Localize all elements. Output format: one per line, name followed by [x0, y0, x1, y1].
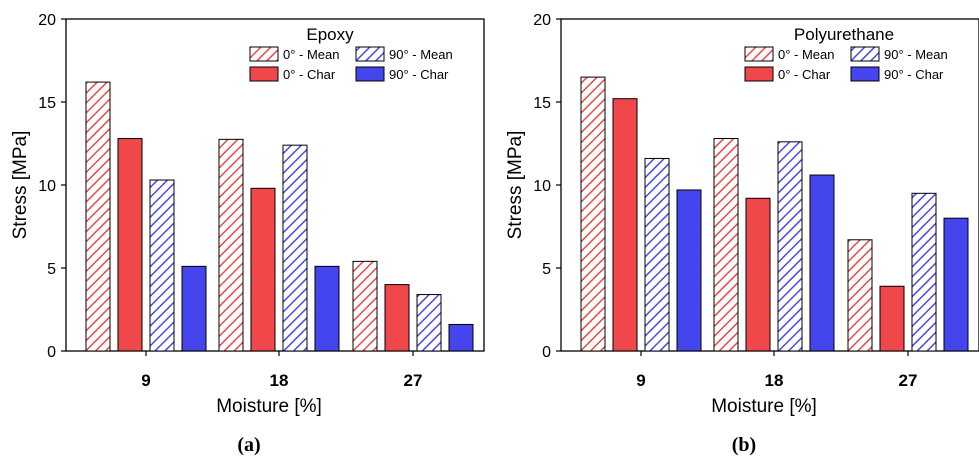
chart-title: Epoxy	[306, 25, 354, 44]
legend-swatch	[249, 66, 279, 82]
bar-90-mean-27	[416, 294, 442, 352]
bar-0-mean-9	[85, 81, 111, 352]
legend-label: 0° - Char	[283, 67, 336, 82]
legend-label: 0° - Mean	[283, 47, 340, 62]
legend-label: 0° - Mean	[778, 47, 835, 62]
x-tick-label: 9	[636, 371, 645, 390]
legend-swatch	[249, 46, 279, 62]
x-tick-label: 18	[765, 371, 784, 390]
legend-swatch	[744, 66, 774, 82]
bar-0-char-18	[250, 187, 276, 352]
bar-0-char-27	[879, 285, 905, 352]
bar-90-mean-18	[282, 144, 308, 352]
legend-label: 90° - Char	[884, 67, 944, 82]
legend-swatch	[744, 46, 774, 62]
y-tick-label: 5	[542, 261, 551, 278]
x-tick-label: 27	[404, 371, 423, 390]
y-tick-label: 20	[533, 12, 551, 29]
bar-90-char-27	[943, 217, 969, 352]
bar-0-mean-9	[580, 76, 606, 352]
y-tick-label: 0	[47, 344, 56, 361]
bar-0-mean-27	[352, 260, 378, 352]
chart-epoxy: 0 5 10 15 20 9 18 27 Epoxy 0° - Mean 0° - Char 90° …	[10, 12, 485, 456]
bar-90-mean-9	[644, 157, 670, 352]
y-tick-label: 15	[38, 95, 56, 112]
bar-0-mean-27	[847, 239, 873, 352]
legend-swatch	[850, 66, 880, 82]
chart-polyurethane: 0 5 10 15 20 9 18 27 Polyurethane 0° - Mean 0° - C…	[505, 12, 979, 456]
legend-label: 90° - Char	[389, 67, 449, 82]
x-tick-label: 9	[141, 371, 150, 390]
y-tick-label: 15	[533, 95, 551, 112]
bar-90-char-9	[181, 265, 207, 352]
x-axis-label: Moisture [%]	[216, 396, 322, 417]
y-tick-label: 10	[533, 178, 551, 195]
legend-swatch	[355, 46, 385, 62]
legend-label: 0° - Char	[778, 67, 831, 82]
y-axis-label: Stress [MPa]	[10, 131, 31, 240]
bar-0-char-18	[745, 197, 771, 352]
bar-90-mean-27	[911, 192, 937, 352]
chart-title: Polyurethane	[794, 25, 894, 44]
bar-90-mean-18	[777, 141, 803, 352]
bar-0-char-9	[612, 98, 638, 352]
x-axis-label: Moisture [%]	[711, 396, 817, 417]
bar-90-char-18	[314, 265, 340, 352]
legend-swatch	[355, 66, 385, 82]
legend-label: 90° - Mean	[389, 47, 453, 62]
x-tick-label: 27	[899, 371, 918, 390]
bar-90-char-18	[809, 174, 835, 352]
y-tick-label: 0	[542, 344, 551, 361]
bar-90-char-9	[676, 189, 702, 352]
y-tick-label: 10	[38, 178, 56, 195]
y-tick-label: 20	[38, 12, 56, 29]
bar-0-mean-18	[218, 138, 244, 352]
figure-caption: (b)	[732, 434, 756, 456]
y-tick-label: 5	[47, 261, 56, 278]
y-axis-label: Stress [MPa]	[505, 131, 526, 240]
legend-label: 90° - Mean	[884, 47, 948, 62]
bar-0-mean-18	[713, 138, 739, 352]
bar-0-char-9	[117, 138, 143, 352]
bar-90-char-27	[448, 323, 474, 352]
figure-caption: (a)	[237, 434, 260, 456]
bar-90-mean-9	[149, 179, 175, 352]
bar-0-char-27	[384, 284, 410, 352]
legend-swatch	[850, 46, 880, 62]
x-tick-label: 18	[270, 371, 289, 390]
